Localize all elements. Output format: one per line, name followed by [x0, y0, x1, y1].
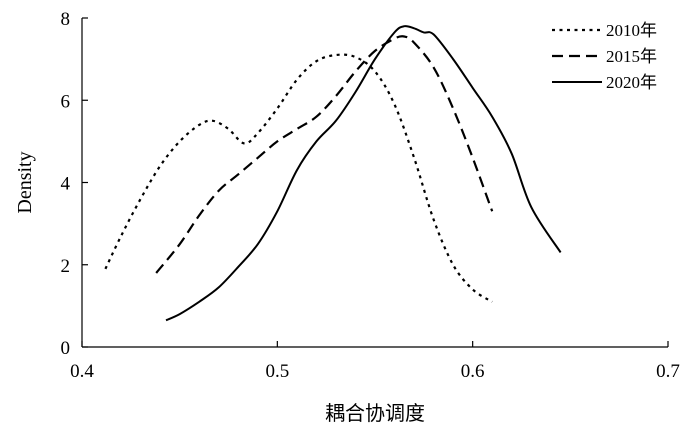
- axes: [81, 18, 668, 348]
- legend-label: 2010年: [606, 21, 657, 40]
- plot-area: [104, 25, 562, 322]
- x-axis-title: 耦合协调度: [325, 401, 425, 425]
- x-tick-label: 0.5: [265, 361, 289, 382]
- y-tick-label: 2: [61, 256, 71, 277]
- x-tick-label: 0.6: [461, 361, 485, 382]
- y-tick-label: 8: [61, 9, 71, 30]
- x-tick-label: 0.4: [70, 361, 94, 382]
- legend-label: 2020年: [606, 73, 657, 92]
- y-tick-label: 6: [61, 91, 71, 112]
- y-tick-label: 4: [61, 174, 71, 195]
- y-tick-label: 0: [61, 338, 71, 359]
- series-line-solid: [165, 25, 562, 322]
- series-line-dotted: [104, 53, 493, 303]
- legend-label: 2015年: [606, 47, 657, 66]
- y-axis-title: Density: [14, 151, 36, 213]
- x-tick-label: 0.7: [656, 361, 680, 382]
- series-line-dashed: [155, 35, 494, 274]
- tick-layer: 0.4 0.5 0.6 0.7 0 2 4 6 8: [61, 9, 680, 382]
- legend: 2010年 2015年 2020年: [552, 21, 657, 92]
